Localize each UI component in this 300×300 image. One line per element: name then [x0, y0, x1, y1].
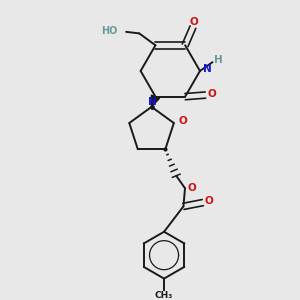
Text: O: O — [188, 183, 196, 193]
Text: O: O — [178, 116, 187, 127]
Text: CH₃: CH₃ — [155, 291, 173, 300]
Text: O: O — [207, 89, 216, 100]
Text: N: N — [203, 64, 212, 74]
Text: HO: HO — [101, 26, 117, 36]
Text: O: O — [204, 196, 213, 206]
Text: N: N — [148, 97, 157, 107]
Polygon shape — [152, 95, 160, 107]
Text: H: H — [214, 55, 222, 65]
Text: O: O — [190, 17, 198, 28]
